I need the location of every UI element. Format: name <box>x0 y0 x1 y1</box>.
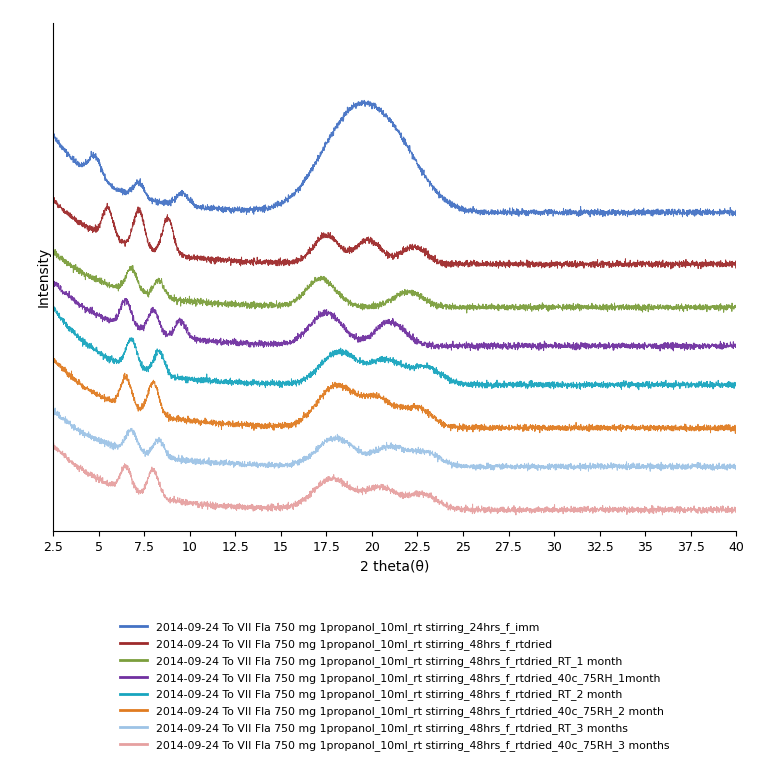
Y-axis label: Intensity: Intensity <box>36 247 50 307</box>
Legend: 2014-09-24 To VII Fla 750 mg 1propanol_10ml_rt stirring_24hrs_f_imm, 2014-09-24 : 2014-09-24 To VII Fla 750 mg 1propanol_1… <box>115 618 674 755</box>
X-axis label: 2 theta(θ): 2 theta(θ) <box>360 559 430 574</box>
